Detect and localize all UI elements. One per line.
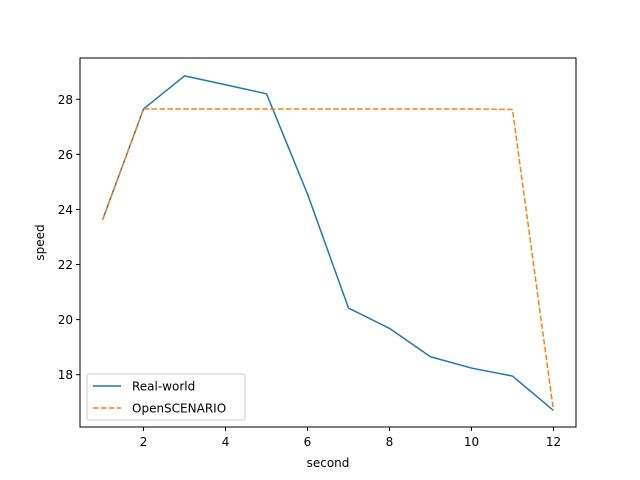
y-tick-label: 22: [58, 258, 73, 272]
legend-box: [86, 373, 246, 421]
x-axis-label: second: [307, 456, 350, 470]
y-tick-label: 26: [58, 148, 73, 162]
x-axis-ticks: 2 4 6 8 10 12: [140, 427, 561, 449]
x-tick-label: 6: [304, 435, 312, 449]
y-tick-label: 18: [58, 368, 73, 382]
y-tick-label: 24: [58, 203, 73, 217]
legend-label-real-world: Real-world: [132, 380, 195, 394]
y-axis-ticks: 18 20 22 24 26 28: [58, 93, 80, 382]
series-layer: [101, 75, 555, 412]
legend: Real-world OpenSCENARIO: [86, 373, 246, 421]
series-line-real-world: [101, 75, 554, 412]
x-tick-label: 8: [386, 435, 394, 449]
x-tick-label: 12: [546, 435, 561, 449]
x-tick-label: 10: [464, 435, 479, 449]
series-line-openscenario: [101, 108, 555, 411]
legend-label-openscenario: OpenSCENARIO: [132, 402, 226, 416]
x-tick-label: 4: [222, 435, 230, 449]
plot-frame: [79, 57, 577, 428]
x-tick-label: 2: [140, 435, 148, 449]
y-axis-label: speed: [33, 224, 47, 260]
y-tick-label: 28: [58, 93, 73, 107]
y-tick-label: 20: [58, 313, 73, 327]
